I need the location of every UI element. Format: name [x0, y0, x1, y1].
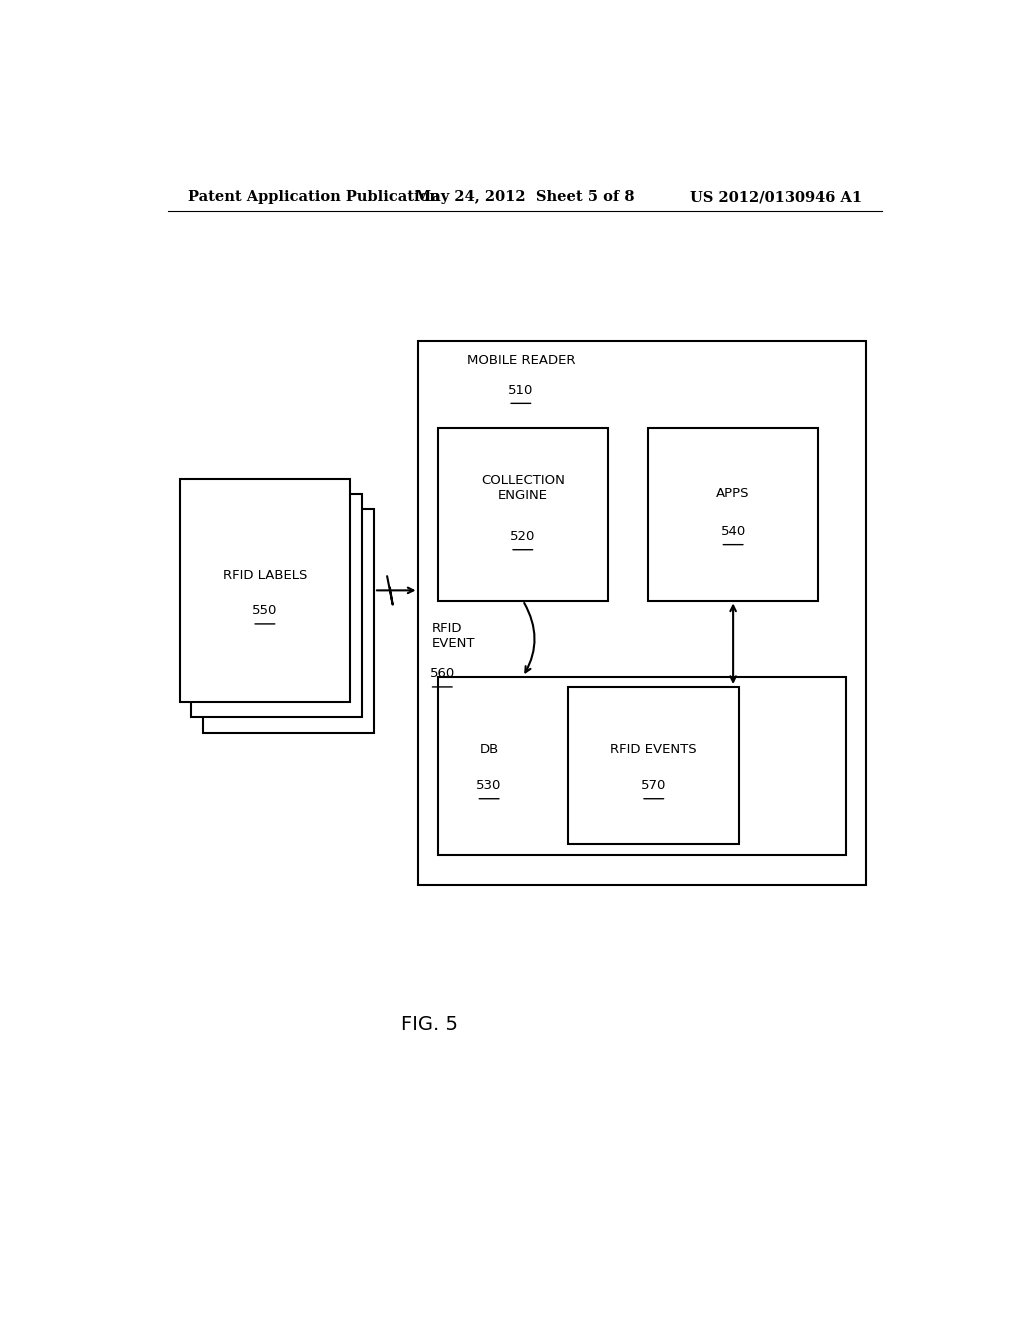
Text: 570: 570	[641, 779, 667, 792]
FancyBboxPatch shape	[204, 510, 374, 733]
Text: RFID LABELS: RFID LABELS	[222, 569, 307, 582]
FancyBboxPatch shape	[437, 428, 608, 601]
FancyBboxPatch shape	[191, 494, 362, 718]
FancyBboxPatch shape	[568, 686, 739, 845]
Text: US 2012/0130946 A1: US 2012/0130946 A1	[690, 190, 862, 205]
Text: RFID
EVENT: RFID EVENT	[432, 622, 475, 651]
Text: MOBILE READER: MOBILE READER	[467, 354, 575, 367]
Text: Patent Application Publication: Patent Application Publication	[187, 190, 439, 205]
Text: May 24, 2012  Sheet 5 of 8: May 24, 2012 Sheet 5 of 8	[415, 190, 635, 205]
Text: RFID EVENTS: RFID EVENTS	[610, 743, 697, 756]
FancyBboxPatch shape	[179, 479, 350, 702]
FancyBboxPatch shape	[437, 677, 846, 854]
Text: 520: 520	[510, 531, 536, 543]
Text: DB: DB	[479, 743, 499, 756]
Text: 540: 540	[721, 525, 745, 539]
Text: 510: 510	[508, 384, 534, 396]
Text: COLLECTION
ENGINE: COLLECTION ENGINE	[481, 474, 565, 502]
Text: FIG. 5: FIG. 5	[401, 1015, 458, 1034]
FancyBboxPatch shape	[648, 428, 818, 601]
Text: 530: 530	[476, 779, 502, 792]
Text: 560: 560	[430, 667, 455, 680]
Text: 550: 550	[252, 605, 278, 618]
FancyBboxPatch shape	[418, 342, 866, 886]
Text: APPS: APPS	[717, 487, 750, 500]
